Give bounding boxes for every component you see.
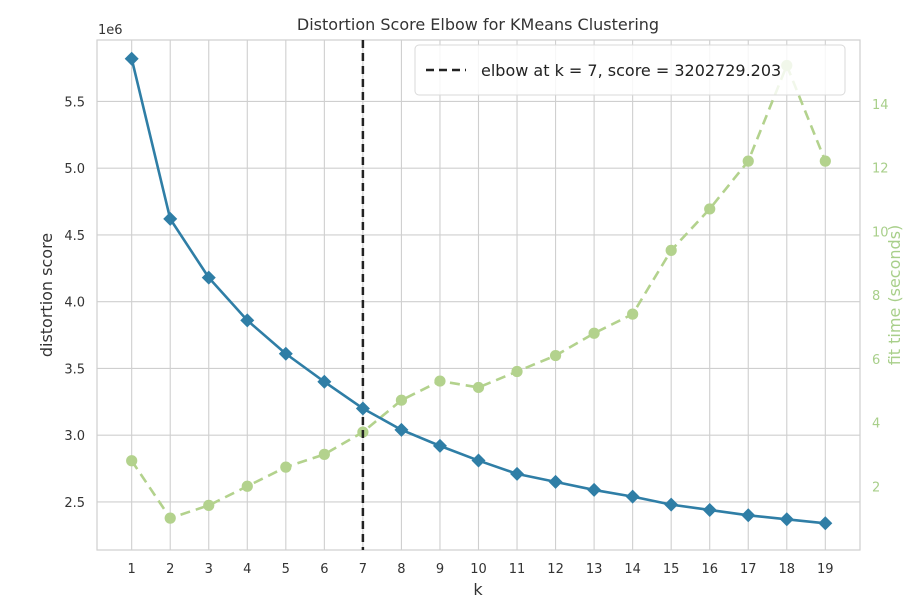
chart-title: Distortion Score Elbow for KMeans Cluste…: [297, 15, 659, 34]
offset-text: 1e6: [98, 23, 123, 38]
x-tick-label: 7: [359, 562, 367, 577]
fit-time-point: [627, 308, 639, 320]
x-tick-label: 13: [586, 562, 603, 577]
x-tick-label: 18: [779, 562, 796, 577]
distortion-point: [471, 453, 486, 468]
legend: elbow at k = 7, score = 3202729.203: [414, 44, 846, 96]
distortion-point: [394, 422, 409, 437]
fit-time-point: [318, 448, 330, 460]
distortion-point: [741, 508, 756, 523]
y-tick-label: 3.5: [64, 362, 85, 377]
fit-time-point: [126, 455, 138, 467]
y2-tick-labels: 2 4 6 8 10 12 14: [872, 98, 889, 496]
fit-time-point: [241, 480, 253, 492]
fit-time-point: [434, 375, 446, 387]
distortion-point: [702, 502, 717, 517]
x-tick-label: 16: [701, 562, 718, 577]
y2-tick-label: 14: [872, 98, 889, 113]
grid-layer: [97, 40, 860, 550]
distortion-point: [278, 346, 293, 361]
distortion-point: [510, 466, 525, 481]
legend-label: elbow at k = 7, score = 3202729.203: [481, 61, 781, 80]
fit-time-point: [742, 155, 754, 167]
x-axis-label: k: [473, 580, 483, 599]
distortion-point: [124, 51, 139, 66]
distortion-point: [317, 374, 332, 389]
fit-time-point: [280, 461, 292, 473]
y2-tick-label: 8: [872, 289, 880, 304]
x-tick-label: 15: [663, 562, 680, 577]
fit-time-point: [819, 155, 831, 167]
legend-box: [414, 44, 846, 96]
distortion-point: [664, 497, 679, 512]
x-tick-label: 12: [547, 562, 564, 577]
x-tick-label: 3: [205, 562, 213, 577]
x-tick-label: 2: [166, 562, 174, 577]
y2-axis-label: fit time (seconds): [885, 225, 904, 366]
fit-time-point: [164, 512, 176, 524]
x-tick-label: 10: [470, 562, 487, 577]
x-tick-label: 17: [740, 562, 757, 577]
y-tick-label: 2.5: [64, 496, 85, 511]
fit-time-point: [472, 381, 485, 394]
fit-time-point: [203, 499, 215, 511]
distortion-layer: [124, 51, 833, 531]
distortion-point: [548, 474, 563, 489]
fit-time-point: [395, 394, 408, 406]
fit-time-point: [665, 244, 677, 256]
distortion-point: [432, 438, 447, 453]
x-tick-label: 6: [320, 562, 328, 577]
distortion-point: [818, 516, 833, 531]
distortion-point: [240, 313, 255, 328]
distortion-point: [201, 270, 216, 285]
y-tick-labels: 2.5 3.0 3.5 4.0 4.5 5.0 5.5: [64, 95, 85, 511]
y-tick-label: 5.5: [64, 95, 85, 110]
y-tick-label: 5.0: [64, 162, 85, 177]
y-tick-label: 4.5: [64, 229, 85, 244]
x-tick-label: 11: [509, 562, 526, 577]
x-tick-label: 4: [243, 562, 251, 577]
distortion-point: [625, 489, 640, 504]
fit-time-point: [511, 365, 523, 378]
y2-tick-label: 4: [872, 417, 880, 432]
x-tick-label: 19: [817, 562, 834, 577]
x-tick-label: 5: [282, 562, 290, 577]
distortion-point: [163, 211, 178, 226]
x-tick-label: 14: [624, 562, 641, 577]
y-axis-label: distortion score: [37, 233, 56, 357]
x-tick-label: 9: [436, 562, 444, 577]
y2-tick-label: 6: [872, 353, 880, 368]
y2-tick-label: 10: [872, 225, 889, 240]
distortion-point: [587, 482, 602, 497]
fit-time-point: [704, 203, 716, 215]
y-tick-label: 4.0: [64, 296, 85, 311]
x-tick-label: 8: [397, 562, 405, 577]
distortion-point: [355, 401, 370, 416]
y-tick-label: 3.0: [64, 429, 85, 444]
fit-time-point: [588, 327, 600, 339]
y2-tick-label: 12: [872, 162, 889, 177]
y2-tick-label: 2: [872, 480, 880, 495]
x-tick-labels: 1 2 3 4 5 6 7 8 9 10 11 12 13 14 15 16 17 18 19: [128, 562, 834, 577]
plot-frame: [96, 39, 861, 551]
fit-time-point: [549, 349, 562, 362]
distortion-point: [779, 512, 794, 527]
x-tick-label: 1: [128, 562, 136, 577]
